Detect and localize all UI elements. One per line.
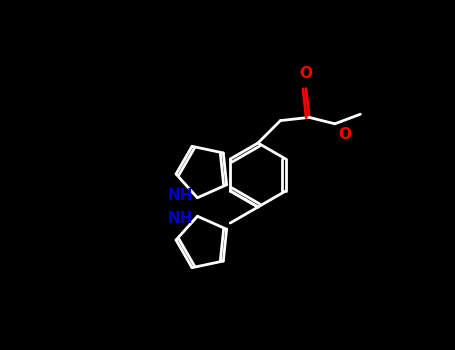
Text: NH: NH xyxy=(168,211,193,226)
Text: O: O xyxy=(299,65,313,80)
Text: O: O xyxy=(338,127,351,142)
Text: NH: NH xyxy=(168,188,193,203)
